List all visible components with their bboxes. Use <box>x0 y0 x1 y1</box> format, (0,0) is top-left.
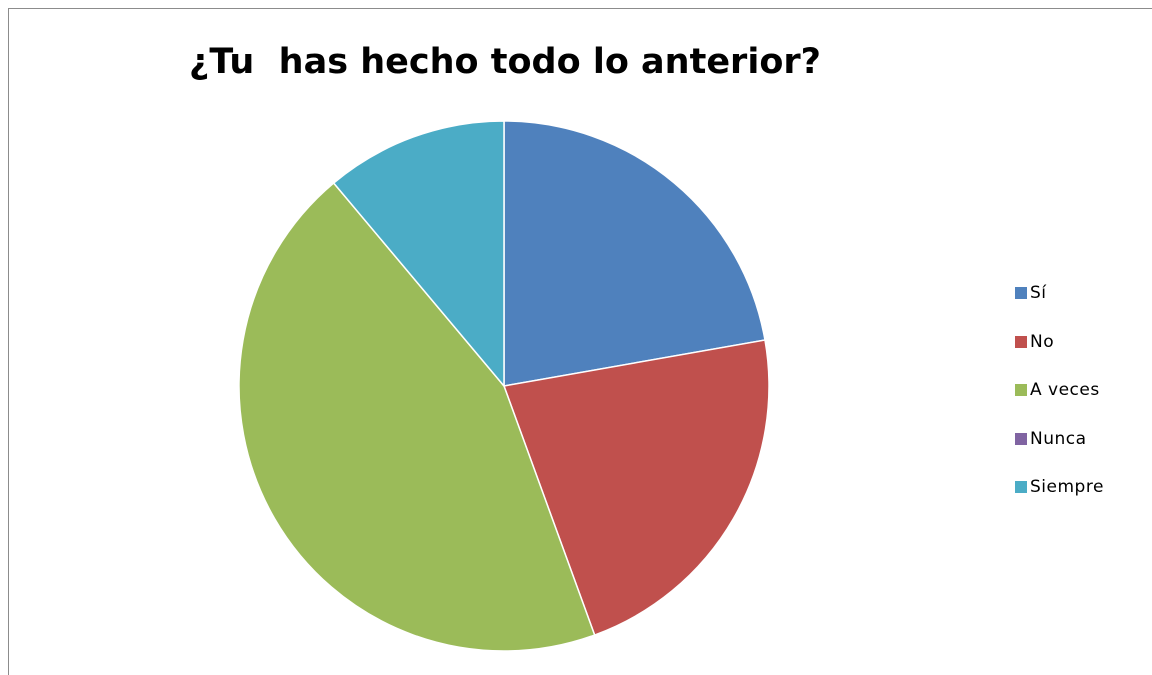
legend-label-no: No <box>1030 331 1055 352</box>
pie-slice-siempre <box>332 120 505 387</box>
legend-swatch-si <box>1015 287 1027 299</box>
pie-slice-no <box>503 339 770 636</box>
legend-item-a-veces: A veces <box>1015 378 1145 402</box>
legend-swatch-a-veces <box>1015 384 1027 396</box>
legend-item-no: No <box>1015 330 1145 354</box>
legend-label-a-veces: A veces <box>1030 380 1100 400</box>
legend-swatch-siempre <box>1015 481 1027 493</box>
pie-slice-si <box>503 120 766 387</box>
pie-slices <box>238 120 770 652</box>
legend-item-si: Sí <box>1015 281 1145 305</box>
chart-title: ¿Tu has hecho todo lo anterior? <box>189 42 821 82</box>
legend-swatch-no <box>1015 335 1027 348</box>
legend-swatch-nunca <box>1015 432 1027 445</box>
legend-label-si: Sí <box>1030 283 1047 303</box>
legend-item-nunca: Nunca <box>1015 427 1145 451</box>
pie-slice-a-veces <box>238 182 596 652</box>
legend-label-siempre: Siempre <box>1030 477 1104 497</box>
legend: Sí No A veces Nunca Siempre <box>1015 281 1145 524</box>
legend-item-siempre: Siempre <box>1015 475 1145 499</box>
legend-label-nunca: Nunca <box>1030 428 1087 449</box>
